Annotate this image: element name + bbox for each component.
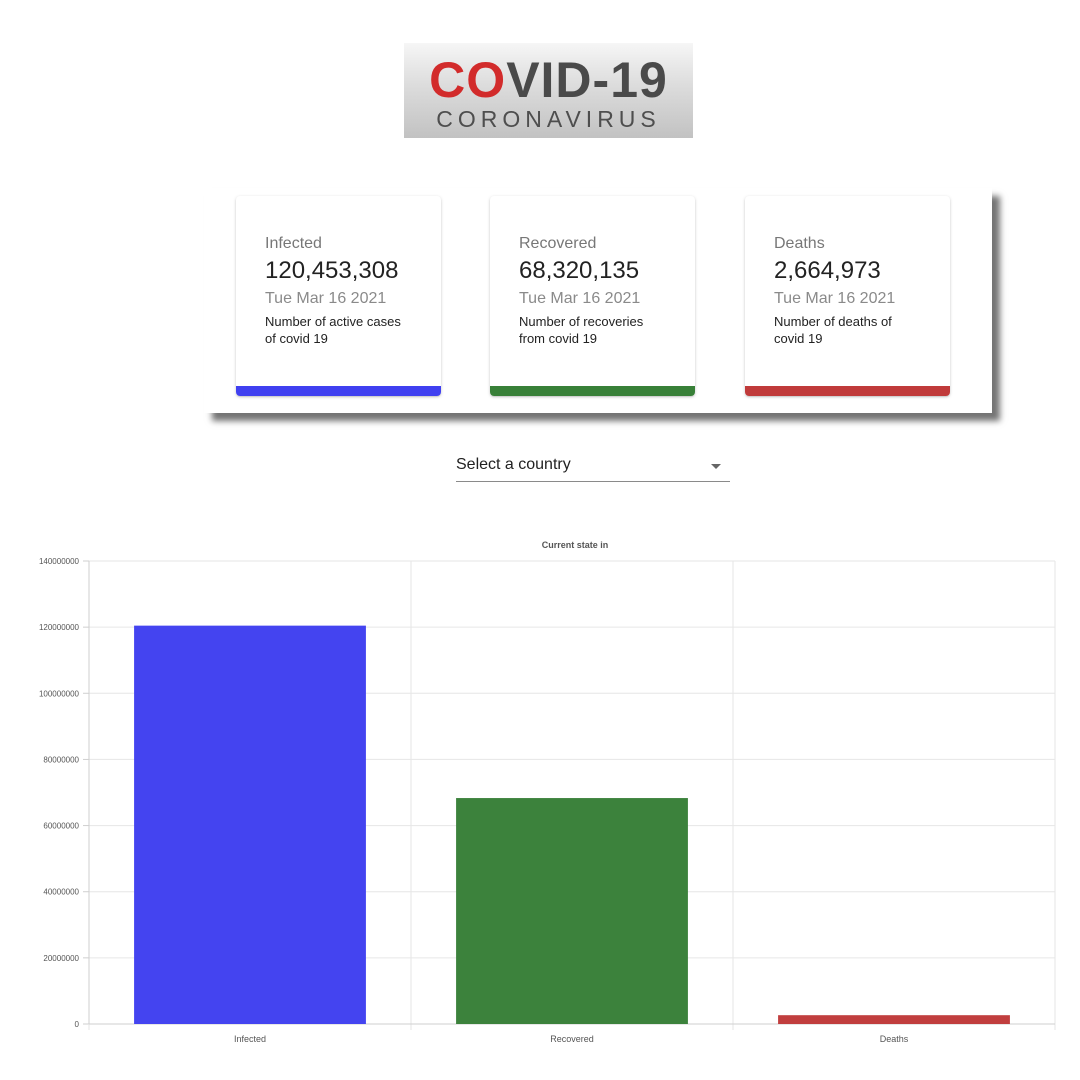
- card-date: Tue Mar 16 2021: [519, 290, 641, 307]
- x-tick-label: Infected: [234, 1034, 266, 1044]
- card-color-bar: [490, 386, 695, 396]
- card-recovered: Recovered 68,320,135 Tue Mar 16 2021 Num…: [490, 196, 695, 396]
- y-tick-label: 80000000: [43, 755, 79, 764]
- bar-recovered: [456, 798, 688, 1024]
- card-color-bar: [236, 386, 441, 396]
- card-description: Number of active cases of covid 19: [265, 314, 401, 346]
- y-tick-label: 40000000: [43, 888, 79, 897]
- y-tick-label: 140000000: [39, 557, 80, 566]
- card-deaths: Deaths 2,664,973 Tue Mar 16 2021 Number …: [745, 196, 950, 396]
- y-tick-label: 100000000: [39, 689, 80, 698]
- bar-infected: [134, 625, 366, 1024]
- y-tick-label: 120000000: [39, 623, 80, 632]
- country-select[interactable]: Select a country: [456, 451, 730, 482]
- y-tick-label: 60000000: [43, 822, 79, 831]
- x-tick-label: Recovered: [550, 1034, 594, 1044]
- country-select-placeholder: Select a country: [456, 456, 571, 473]
- card-title: Deaths: [774, 235, 825, 252]
- card-description: Number of recoveries from covid 19: [519, 314, 644, 346]
- card-date: Tue Mar 16 2021: [774, 290, 896, 307]
- card-title: Recovered: [519, 235, 597, 252]
- y-tick-label: 20000000: [43, 954, 79, 963]
- logo-title: COVID-19: [429, 52, 668, 108]
- card-date: Tue Mar 16 2021: [265, 290, 387, 307]
- chart-title: Current state in: [542, 540, 609, 550]
- card-value: 68,320,135: [519, 257, 640, 284]
- card-title: Infected: [265, 235, 322, 252]
- card-description: Number of deaths of covid 19: [774, 314, 892, 346]
- y-tick-label: 0: [75, 1020, 80, 1029]
- bar-chart: Current state in 0 20000000 40000000 6000000…: [39, 540, 1056, 1044]
- card-infected: Infected 120,453,308 Tue Mar 16 2021 Num…: [236, 196, 441, 396]
- bar-deaths: [778, 1015, 1010, 1024]
- card-color-bar: [745, 386, 950, 396]
- covid-logo: COVID-19 CORONAVIRUS: [404, 43, 693, 138]
- card-value: 2,664,973: [774, 257, 881, 284]
- card-value: 120,453,308: [265, 257, 399, 284]
- x-tick-label: Deaths: [880, 1034, 909, 1044]
- logo-subtitle: CORONAVIRUS: [436, 106, 661, 132]
- stats-cards-panel: Infected 120,453,308 Tue Mar 16 2021 Num…: [204, 188, 992, 413]
- dropdown-arrow-icon[interactable]: [711, 464, 721, 469]
